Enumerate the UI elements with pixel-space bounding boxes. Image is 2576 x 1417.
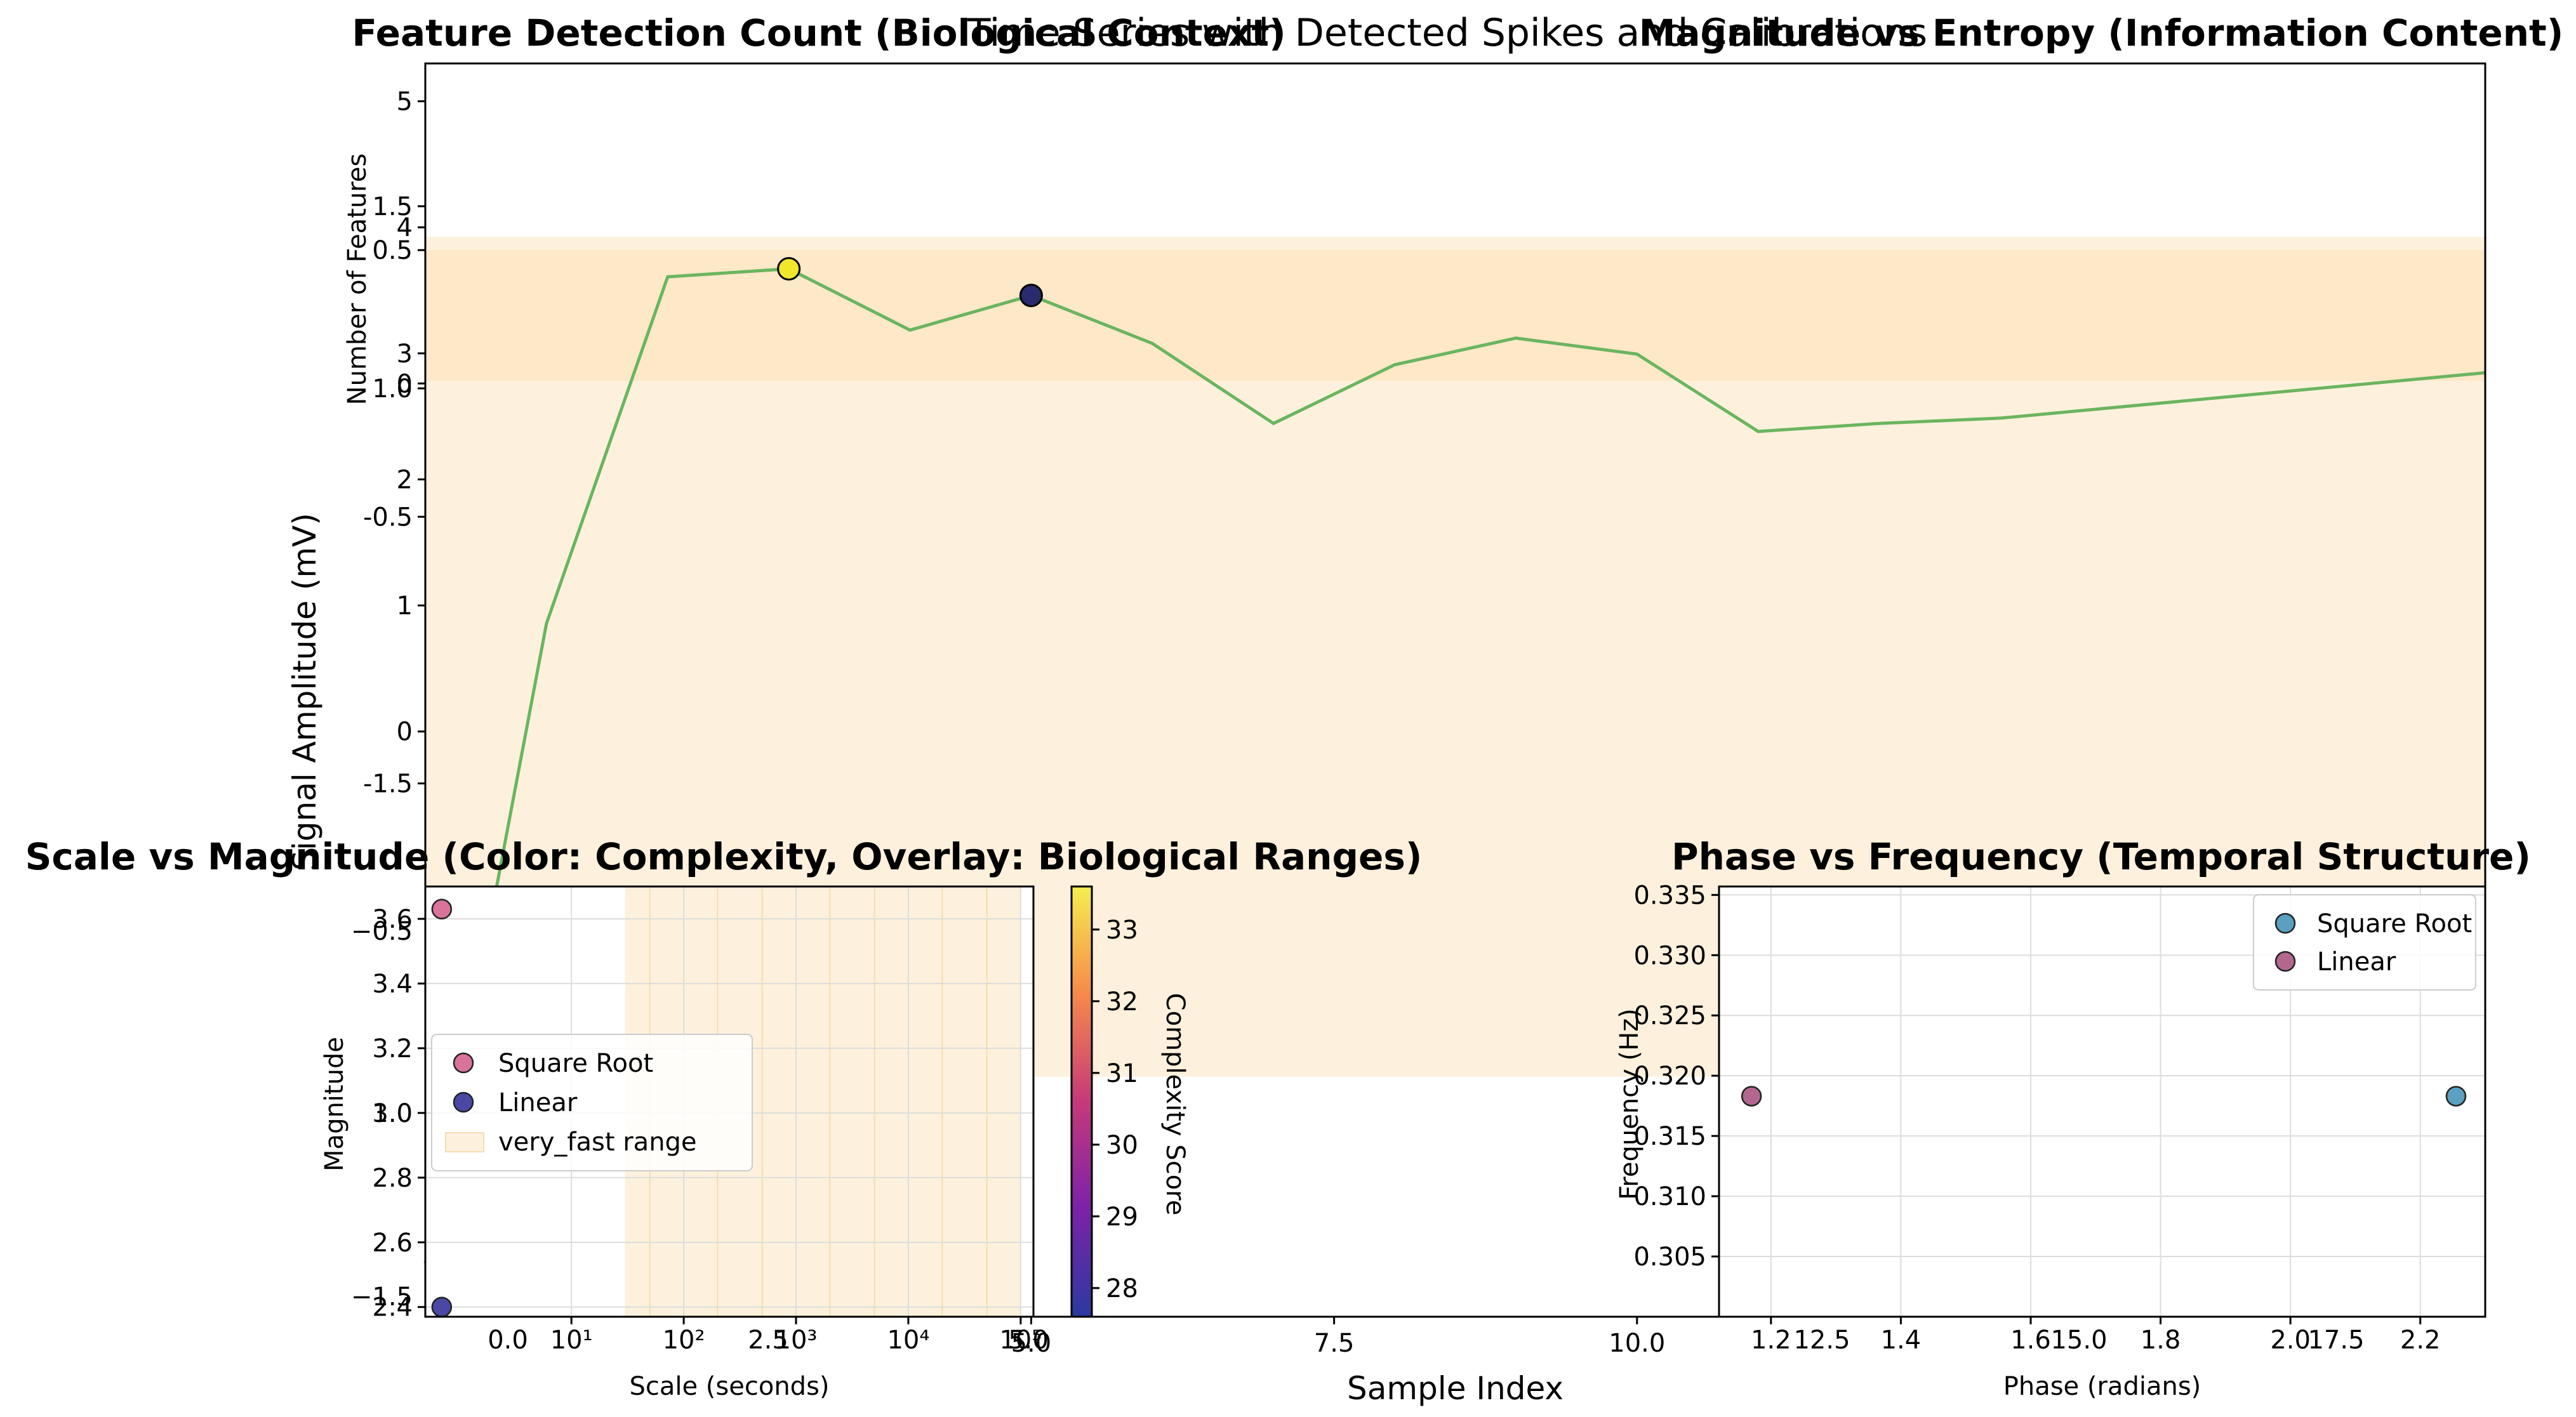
scale-ytick-label-0: 2.4 <box>372 1293 413 1322</box>
scale-x-axis-label: Scale (seconds) <box>629 1372 829 1401</box>
colorbar-tick-label-2: 30 <box>1106 1131 1138 1160</box>
phase-point-1 <box>2445 1086 2467 1107</box>
overlay-xtick-label-0: 0.0 <box>488 1326 528 1355</box>
main-ytick-label-2: 0 <box>397 369 413 399</box>
entropy-title: Magnitude vs Entropy (Information Conten… <box>1639 11 2564 55</box>
phase-ytick-label-4: 0.325 <box>1633 1001 1706 1031</box>
colorbar-gradient <box>1070 885 1093 1318</box>
main-series-line-0 <box>423 267 2486 1264</box>
main-y-axis-label: Signal Amplitude (mV) <box>286 513 323 871</box>
spike-point-0 <box>777 257 801 281</box>
phase-legend-box <box>2253 894 2476 991</box>
phase-ytick-label-6: 0.335 <box>1633 881 1706 910</box>
main-title: Time Series with Detected Spikes and Cal… <box>967 11 1927 55</box>
scale-legend-box <box>431 1034 753 1171</box>
phase-frequency-plot: 0.305 0.310 0.315 0.320 0.325 0.330 0.335 1.2 1.… <box>1615 835 2531 1401</box>
overlay-xtick-label-2: 5.0 <box>1008 1326 1049 1355</box>
phase-overlay-xtick-label-1: 15.0 <box>2050 1326 2107 1355</box>
phase-legend-marker-1 <box>2274 951 2296 972</box>
scale-xtick-label-1: 10² <box>663 1326 705 1355</box>
phase-xtick-label-5: 2.2 <box>2400 1326 2441 1355</box>
main-ytick-label-3: 0.5 <box>372 236 413 265</box>
phase-legend-label-0: Square Root <box>2317 909 2472 939</box>
feature-ytick-label-1: 1 <box>397 591 413 621</box>
feature-ytick-label-3: 3 <box>397 339 413 369</box>
scale-ytick-label-3: 3.0 <box>372 1099 413 1128</box>
phase-legend-marker-0 <box>2274 913 2296 934</box>
scale-legend-label-1: Linear <box>498 1088 578 1117</box>
feature-y-axis-label: Number of Features <box>343 154 372 405</box>
scale-xtick-label-3: 10⁴ <box>887 1326 929 1355</box>
phase-xtick-label-4: 2.0 <box>2270 1326 2311 1355</box>
scale-legend-label-0: Square Root <box>498 1049 653 1078</box>
phase-legend-label-1: Linear <box>2317 947 2396 977</box>
colorbar-tick-label-1: 29 <box>1106 1203 1138 1232</box>
phase-ytick-label-0: 0.305 <box>1633 1242 1706 1272</box>
phase-point-0 <box>1741 1086 1762 1107</box>
scale-ytick-label-6: 3.6 <box>372 905 413 934</box>
phase-ytick-label-5: 0.330 <box>1633 941 1706 970</box>
phase-title: Phase vs Frequency (Temporal Structure) <box>1671 835 2531 878</box>
feature-ytick-label-0: 0 <box>397 718 413 747</box>
phase-axes-frame <box>1718 885 2486 1318</box>
scale-ytick-label-2: 2.8 <box>372 1164 413 1193</box>
scale-legend-band-swatch <box>445 1132 484 1152</box>
main-ytick-label-1: -0.5 <box>363 503 413 532</box>
scale-xtick-label-0: 10¹ <box>550 1326 593 1355</box>
phase-xtick-label-0: 1.2 <box>1751 1326 1791 1355</box>
feature-title: Feature Detection Count (Biological Cont… <box>352 11 1285 55</box>
entropy-ytick-label-0: 1.5 <box>372 192 413 221</box>
scale-xtick-label-2: 10³ <box>775 1326 818 1355</box>
feature-ytick-label-5: 5 <box>397 88 413 117</box>
scale-legend-marker-0 <box>453 1052 474 1074</box>
scale-legend-marker-1 <box>453 1091 474 1113</box>
phase-ytick-label-3: 0.320 <box>1633 1062 1706 1091</box>
overlay-xtick-label-1: 2.5 <box>748 1326 788 1355</box>
scale-ytick-label-1: 2.6 <box>372 1229 413 1258</box>
scale-legend-label-2: very_fast range <box>498 1128 697 1157</box>
overlay-ytick-label-0: −0.5 <box>351 917 413 946</box>
colorbar-tick-label-5: 33 <box>1106 916 1138 945</box>
main-ytick-label-0: -1.5 <box>363 770 413 799</box>
scale-point-1 <box>431 1296 453 1317</box>
colorbar-tick-label-0: 28 <box>1106 1274 1138 1303</box>
colorbar-label: Complexity Score <box>1160 993 1190 1216</box>
phase-y-axis-label: Frequency (Hz) <box>1615 1008 1644 1200</box>
phase-xtick-label-1: 1.4 <box>1881 1326 1922 1355</box>
scale-xtick-label-4: 10⁵ <box>999 1326 1042 1355</box>
phase-xtick-label-2: 1.6 <box>2010 1326 2051 1355</box>
main-x-axis-label: Sample Index <box>1347 1370 1564 1407</box>
scale-ytick-label-5: 3.4 <box>372 970 413 999</box>
scale-magnitude-plot: 2.4 2.6 2.8 3.0 3.2 3.4 3.6−0.5 1.0 −1.5 10¹ 10² 10… <box>25 835 1423 1401</box>
phase-overlay-xtick-label-2: 17.5 <box>2307 1326 2364 1355</box>
phase-xtick-label-3: 1.8 <box>2141 1326 2181 1355</box>
phase-ytick-label-1: 0.310 <box>1633 1182 1706 1211</box>
scale-ytick-label-4: 3.2 <box>372 1034 413 1064</box>
complexity-colorbar: 28 29 30 31 32 33 Complexity Score <box>1070 885 1190 1318</box>
entropy-ytick-label-1: 1.0 <box>372 374 413 404</box>
scale-point-0 <box>431 899 453 919</box>
colorbar-tick-label-4: 32 <box>1106 987 1138 1017</box>
spike-point-1 <box>1019 284 1043 308</box>
main-xtick-label-1: 7.5 <box>1314 1329 1355 1358</box>
phase-ytick-label-2: 0.315 <box>1633 1122 1706 1151</box>
colorbar-tick-label-3: 31 <box>1106 1059 1138 1088</box>
overlay-ytick-label-1: 1.0 <box>372 1099 413 1128</box>
feature-count-plot: 0 1 2 3 4 5 Number of Features Feature Detectio… <box>343 11 1286 888</box>
feature-ytick-label-2: 2 <box>397 465 413 494</box>
main-xtick-label-2: 10.0 <box>1609 1329 1665 1358</box>
magnitude-entropy-plot: Magnitude vs Entropy (Information Conten… <box>372 11 2563 404</box>
overlay-ytick-label-2: −1.5 <box>351 1282 413 1312</box>
scale-axes-frame <box>424 885 1035 1318</box>
main-xtick-label-0: 5.0 <box>1011 1329 1052 1358</box>
scale-title: Scale vs Magnitude (Color: Complexity, O… <box>25 835 1423 878</box>
feature-ytick-label-4: 4 <box>397 213 413 242</box>
phase-overlay-xtick-label-0: 12.5 <box>1793 1326 1850 1355</box>
phase-x-axis-label: Phase (radians) <box>2003 1372 2201 1401</box>
main-band-1 <box>425 250 2485 381</box>
scale-y-axis-label: Magnitude <box>320 1037 349 1171</box>
